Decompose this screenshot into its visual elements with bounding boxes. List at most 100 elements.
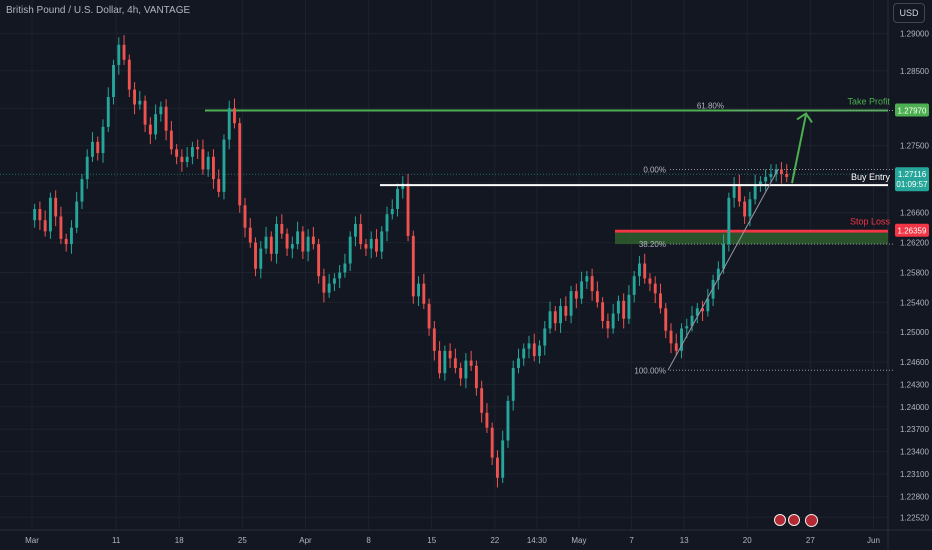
candle xyxy=(532,343,536,357)
y-tick-label: 1.25400 xyxy=(900,298,929,307)
y-tick-label: 1.23100 xyxy=(900,470,929,479)
candle xyxy=(422,283,426,304)
candle xyxy=(637,263,641,277)
x-tick-label: 18 xyxy=(175,536,184,545)
candle xyxy=(517,358,520,369)
candle xyxy=(201,149,205,170)
candle xyxy=(779,169,783,174)
candle xyxy=(648,278,652,284)
candle xyxy=(506,400,510,441)
candle xyxy=(91,141,94,157)
candle xyxy=(669,330,673,344)
candle xyxy=(343,263,347,273)
candle xyxy=(522,348,526,359)
x-tick-label: 20 xyxy=(743,536,752,545)
fib-100-label: 100.00% xyxy=(634,366,666,375)
candle xyxy=(664,308,668,331)
candle xyxy=(127,59,131,90)
fib-61-label: 61.80% xyxy=(697,101,724,110)
trend-line xyxy=(667,169,779,371)
candle xyxy=(448,350,452,359)
candle xyxy=(75,201,79,228)
candle xyxy=(85,156,89,180)
uk-flag-icon[interactable] xyxy=(788,514,800,526)
candle xyxy=(643,263,647,279)
y-tick-label: 1.28500 xyxy=(900,67,929,76)
y-tick-label: 1.22520 xyxy=(900,513,929,522)
candle xyxy=(548,311,552,329)
take-profit-label: Take Profit xyxy=(847,96,890,106)
uk-flag-icon[interactable] xyxy=(774,514,786,526)
candle xyxy=(69,227,73,245)
candle xyxy=(406,183,410,236)
candle xyxy=(495,457,499,478)
candle xyxy=(33,209,37,221)
y-tick-label: 1.24600 xyxy=(900,358,929,367)
chart-title: British Pound / U.S. Dollar, 4h, VANTAGE xyxy=(6,5,191,16)
candle xyxy=(485,412,489,428)
candle xyxy=(396,188,399,210)
stop-loss-tag-label: 1.26359 xyxy=(898,227,927,236)
currency-button[interactable]: USD xyxy=(893,3,925,23)
y-tick-label: 1.29000 xyxy=(900,30,929,39)
candle xyxy=(143,100,147,125)
candle xyxy=(159,106,163,115)
candle xyxy=(616,300,620,314)
candle xyxy=(290,244,294,249)
y-tick-label: 1.23700 xyxy=(900,425,929,434)
candle xyxy=(64,238,68,245)
candle xyxy=(732,184,736,198)
candle xyxy=(190,147,194,157)
candle xyxy=(327,283,331,293)
target-arrow xyxy=(791,114,807,184)
x-tick-label: Apr xyxy=(299,536,312,545)
x-tick-label: 13 xyxy=(680,536,689,545)
candle xyxy=(774,169,778,174)
fib-0-label: 0.00% xyxy=(643,165,666,174)
candle xyxy=(311,236,315,245)
y-tick-label: 1.26600 xyxy=(900,209,929,218)
x-tick-label: 25 xyxy=(238,536,247,545)
candle xyxy=(322,276,326,293)
candle xyxy=(375,238,378,252)
candle xyxy=(432,328,436,351)
y-tick-label: 1.23400 xyxy=(900,448,929,457)
candle xyxy=(695,308,699,316)
y-tick-label: 1.25000 xyxy=(900,328,929,337)
candle xyxy=(243,205,247,228)
event-badges[interactable] xyxy=(774,514,800,526)
y-tick-label: 1.24300 xyxy=(900,380,929,389)
candle xyxy=(427,303,431,329)
candle xyxy=(459,368,463,379)
candle xyxy=(122,44,126,60)
candle xyxy=(259,248,263,269)
x-tick-label: Mar xyxy=(25,536,39,545)
candle xyxy=(317,244,321,277)
candle xyxy=(595,291,599,303)
candle xyxy=(527,343,531,349)
uk-flag-icon[interactable] xyxy=(805,514,818,527)
candle xyxy=(338,272,342,279)
x-tick-label: 15 xyxy=(427,536,436,545)
x-tick-label: 27 xyxy=(806,536,815,545)
y-tick-label: 1.24000 xyxy=(900,403,929,412)
candle xyxy=(80,179,84,202)
candle xyxy=(401,183,405,189)
candle xyxy=(469,360,473,366)
candle xyxy=(569,291,573,316)
candle xyxy=(301,231,305,252)
current-price-tag xyxy=(895,167,929,192)
candle xyxy=(269,236,273,254)
x-tick-label: 22 xyxy=(490,536,499,545)
candle xyxy=(580,281,584,299)
candle xyxy=(248,227,252,243)
candle xyxy=(764,176,768,182)
candle xyxy=(48,197,52,232)
candle xyxy=(769,173,773,177)
candle xyxy=(590,276,594,292)
y-tick-label: 1.25800 xyxy=(900,268,929,277)
candle xyxy=(280,223,284,234)
candle xyxy=(169,130,173,150)
